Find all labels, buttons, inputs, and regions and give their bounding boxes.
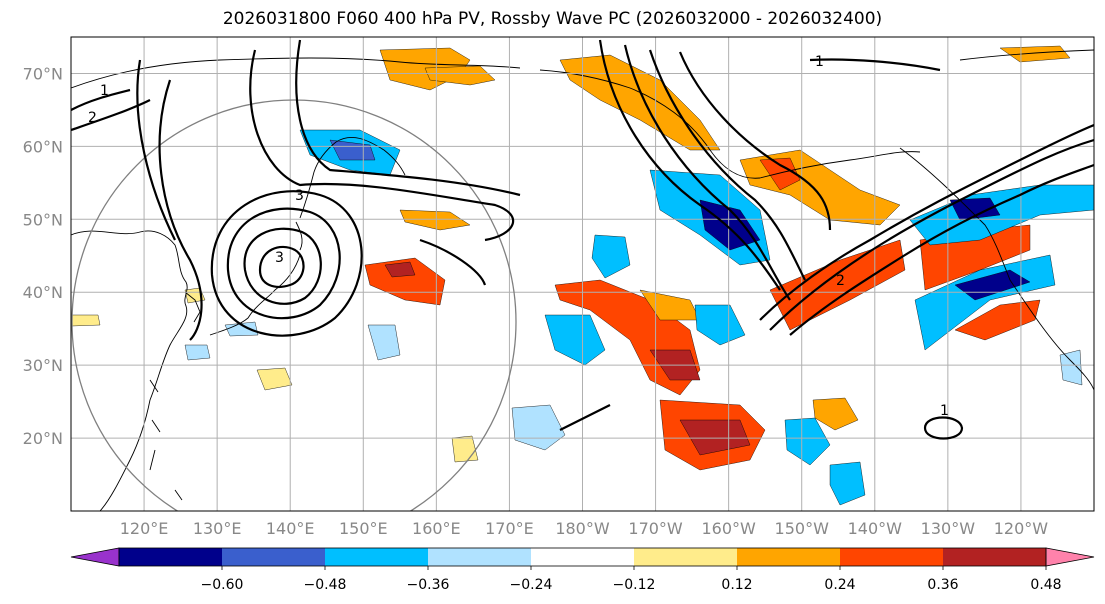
lon-label: 180°W [555, 519, 610, 538]
lon-label: 120°E [120, 519, 169, 538]
anomaly-region [829, 461, 866, 506]
anomaly-region [909, 184, 1094, 246]
colorbar-segment [325, 548, 429, 566]
colorbar-low-extension [70, 547, 120, 567]
colorbar-segment [119, 548, 223, 566]
colorbar-tick-label: 0.12 [721, 577, 752, 593]
lon-label: 160°W [701, 519, 756, 538]
anomaly-region [999, 45, 1071, 63]
colorbar-tick-label: −0.36 [407, 577, 450, 593]
colorbar-segment [222, 548, 326, 566]
lon-label: 130°W [921, 519, 976, 538]
contour-label-1b: 1 [815, 54, 824, 70]
colorbar-tick-label: −0.24 [510, 577, 553, 593]
colorbar-segment [428, 548, 532, 566]
colorbar-tick-label: 0.36 [927, 577, 958, 593]
map-field: 1 2 3 3 1 2 1 [71, 37, 1094, 511]
anomaly-region [954, 299, 1041, 341]
contour-label-1: 1 [100, 83, 109, 99]
lon-label: 150°W [775, 519, 830, 538]
lat-label: 30°N [23, 356, 63, 375]
anomaly-region [591, 234, 631, 279]
chart-title: 2026031800 F060 400 hPa PV, Rossby Wave … [222, 9, 883, 29]
anomaly-region [949, 197, 1001, 221]
colorbar-tick-label: −0.48 [304, 577, 347, 593]
contour-label-3b: 3 [295, 188, 304, 204]
anomaly-region [511, 404, 566, 451]
lat-label: 60°N [23, 137, 63, 156]
contour-label-1c: 1 [940, 403, 949, 419]
anomaly-region [424, 65, 496, 86]
anomaly-region [694, 304, 746, 346]
anomaly-region [364, 257, 446, 306]
lat-label: 20°N [23, 429, 63, 448]
pv-contours [71, 39, 1094, 440]
colorbar-segment [531, 548, 635, 566]
lon-label: 170°W [628, 519, 683, 538]
lat-label: 40°N [23, 283, 63, 302]
lat-label: 70°N [23, 64, 63, 83]
colorbar: −0.60 −0.48 −0.36 −0.24 −0.12 0.12 0.24 0.36 0.4… [70, 547, 1095, 593]
anomaly-region [399, 209, 471, 231]
anomaly-region [384, 261, 416, 278]
lat-label: 50°N [23, 210, 63, 229]
contour-label-3: 3 [275, 250, 284, 266]
colorbar-segment [840, 548, 944, 566]
anomaly-region [71, 314, 101, 327]
colorbar-segment [737, 548, 841, 566]
region-circle [71, 99, 517, 511]
colorbar-frame [118, 547, 1047, 567]
anomaly-region [759, 157, 801, 191]
latitude-labels: 20°N 30°N 40°N 50°N 60°N 70°N [23, 64, 63, 448]
lat-lon-grid [71, 37, 1094, 511]
anomaly-region [256, 367, 293, 391]
longitude-labels: 120°E 130°E 140°E 150°E 160°E 170°E 180°W 170°W… [120, 519, 1049, 538]
colorbar-segment [634, 548, 738, 566]
pv-contour-labels: 1 2 3 3 1 2 1 [88, 54, 949, 419]
map-frame [70, 36, 1095, 512]
colorbar-high-extension [1045, 547, 1095, 567]
anomaly-region [812, 397, 859, 431]
lon-label: 170°E [485, 519, 534, 538]
colorbar-tick-label: −0.60 [201, 577, 244, 593]
contour-label-2b: 2 [836, 273, 845, 289]
colorbar-segment [943, 548, 1047, 566]
anomaly-region [224, 321, 259, 337]
colorbar-tick-label: −0.12 [613, 577, 656, 593]
anomaly-region [784, 417, 831, 466]
lon-label: 120°W [994, 519, 1049, 538]
lon-label: 150°E [339, 519, 388, 538]
lon-label: 160°E [412, 519, 461, 538]
lon-label: 140°E [266, 519, 315, 538]
anomaly-region [769, 239, 906, 331]
anomaly-region [679, 419, 751, 456]
anomaly-region [367, 324, 401, 361]
anomaly-region [1059, 349, 1083, 386]
colorbar-tick-label: 0.24 [824, 577, 855, 593]
colorbar-tick-label: 0.48 [1030, 577, 1061, 593]
anomaly-region [184, 344, 211, 361]
contour-label-2: 2 [88, 110, 97, 126]
lon-label: 130°E [193, 519, 242, 538]
lon-label: 140°W [848, 519, 903, 538]
